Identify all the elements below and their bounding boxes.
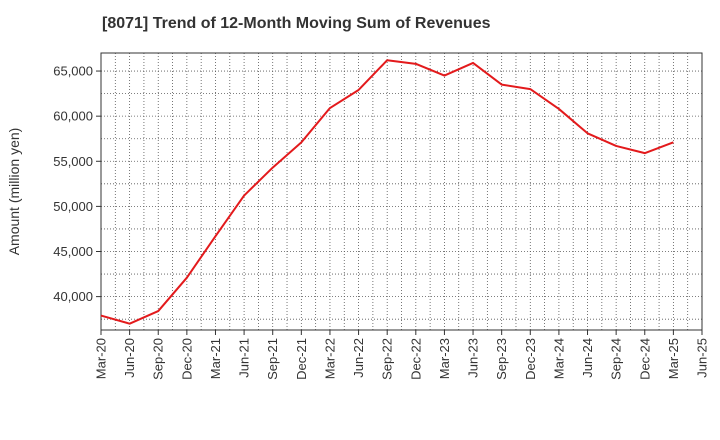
y-tick-label: 55,000 [53,154,93,169]
x-tick-label: Sep-21 [265,338,280,380]
x-tick-label: Dec-24 [637,338,652,380]
y-axis-label: Amount (million yen) [6,128,22,256]
x-tick-label: Dec-23 [523,338,538,380]
x-tick-label: Mar-24 [551,338,566,379]
y-tick-label: 45,000 [53,244,93,259]
x-tick-label: Sep-23 [494,338,509,380]
x-tick-label: Sep-22 [380,338,395,380]
x-axis-ticks: Mar-20 Jun-20 Sep-20 Dec-20 Mar-21 Jun-21 Sep-… [94,330,710,380]
x-tick-label: Mar-20 [94,338,109,379]
plot-area [100,52,703,331]
x-tick-label: Jun-23 [466,338,481,378]
x-tick-label: Sep-20 [151,338,166,380]
x-tick-label: Mar-25 [666,338,681,379]
grid [101,53,702,330]
y-tick-label: 60,000 [53,109,93,124]
x-tick-label: Jun-25 [695,338,710,378]
x-tick-label: Mar-22 [322,338,337,379]
x-tick-label: Mar-23 [437,338,452,379]
x-tick-label: Mar-21 [208,338,223,379]
y-axis-ticks: 40,000 45,000 50,000 55,000 60,000 65,000 [53,64,101,304]
y-tick-label: 50,000 [53,199,93,214]
x-tick-label: Sep-24 [609,338,624,380]
series-layer [100,59,674,325]
x-tick-label: Jun-24 [580,338,595,378]
x-tick-label: Jun-20 [122,338,137,378]
x-tick-label: Dec-22 [408,338,423,380]
x-tick-label: Jun-22 [351,338,366,378]
x-tick-label: Dec-21 [294,338,309,380]
y-tick-label: 40,000 [53,289,93,304]
x-tick-label: Jun-21 [237,338,252,378]
chart-title: [8071] Trend of 12-Month Moving Sum of R… [102,15,491,32]
y-tick-label: 65,000 [53,64,93,79]
x-tick-label: Dec-20 [179,338,194,380]
